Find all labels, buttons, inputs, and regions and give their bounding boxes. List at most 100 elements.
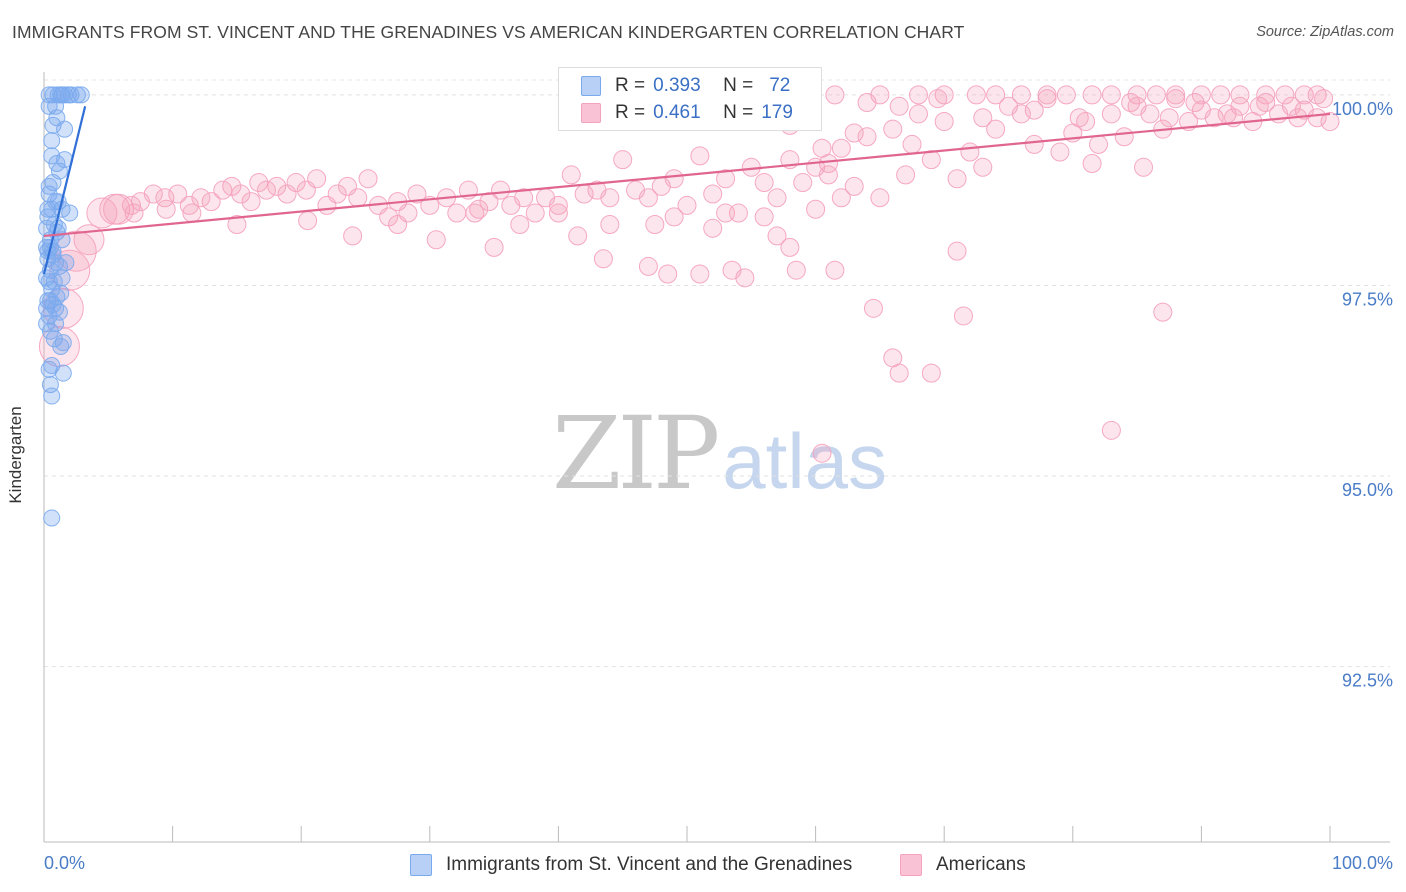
americans-point [469, 199, 489, 219]
americans-point [690, 264, 710, 284]
americans-point [793, 173, 813, 193]
americans-point [947, 169, 967, 189]
chart-title: IMMIGRANTS FROM ST. VINCENT AND THE GREN… [12, 22, 965, 42]
americans-point [231, 184, 251, 204]
americans-point [600, 214, 620, 234]
americans-point [327, 184, 347, 204]
americans-point [908, 85, 928, 105]
americans-point [525, 203, 545, 223]
legend-swatch-pink [581, 103, 601, 123]
americans-point [1230, 85, 1250, 105]
americans-point [1320, 112, 1340, 132]
americans-point [182, 203, 202, 223]
americans-point [426, 230, 446, 250]
americans-point [514, 188, 534, 208]
legend-r-value: 0.393 [653, 75, 701, 96]
americans-point [227, 214, 247, 234]
series-legend: Immigrants from St. Vincent and the Gren… [0, 851, 1406, 879]
americans-point [658, 264, 678, 284]
y-tick-label: 92.5% [1342, 671, 1393, 691]
americans-point [1314, 89, 1334, 109]
immigrants-point [48, 109, 66, 127]
americans-point [420, 195, 440, 215]
americans-point [1069, 108, 1089, 128]
americans-point [812, 443, 832, 463]
immigrants-point [45, 330, 63, 348]
americans-point [973, 108, 993, 128]
americans-point [806, 199, 826, 219]
americans-point [716, 169, 736, 189]
americans-point [1275, 85, 1295, 105]
americans-point [1140, 104, 1160, 124]
americans-point [754, 173, 774, 193]
americans-point [703, 218, 723, 238]
americans-point [179, 195, 199, 215]
legend-swatch-pink [900, 854, 922, 876]
immigrants-point [38, 299, 56, 317]
immigrants-point [56, 86, 74, 104]
americans-point [491, 180, 511, 200]
americans-point [1050, 142, 1070, 162]
americans-point [548, 203, 568, 223]
immigrants-point [40, 273, 58, 291]
americans-point [896, 165, 916, 185]
americans-point [600, 188, 620, 208]
americans-point [986, 85, 1006, 105]
y-tick-label: 97.5% [1342, 289, 1393, 309]
americans-point [1249, 96, 1269, 116]
immigrants-point [43, 387, 61, 405]
americans-point [267, 176, 287, 196]
immigrants-trend-line [42, 106, 87, 275]
americans-point [889, 96, 909, 116]
americans-point [510, 214, 530, 234]
americans-point [716, 203, 736, 223]
watermark: ZIPatlas [552, 395, 887, 512]
americans-point [156, 199, 176, 219]
americans-point [249, 173, 269, 193]
americans-point [1134, 157, 1154, 177]
immigrants-point [72, 86, 90, 104]
americans-point [953, 306, 973, 326]
americans-point [201, 192, 221, 212]
americans-point [298, 211, 318, 231]
americans-point [343, 226, 363, 246]
legend-n-value: 72 [769, 75, 791, 96]
americans-point [1024, 134, 1044, 154]
americans-point [947, 241, 967, 261]
americans-point [1114, 127, 1134, 147]
americans-point [889, 363, 909, 383]
americans-point [548, 195, 568, 215]
y-tick-label: 95.0% [1342, 480, 1393, 500]
legend-n-value: 179 [761, 102, 793, 123]
americans-point [844, 176, 864, 196]
americans-point [1127, 85, 1147, 105]
source-credit: Source: ZipAtlas.com [1256, 24, 1394, 40]
americans-point [831, 188, 851, 208]
americans-point [1159, 108, 1179, 128]
immigrants-point [41, 322, 59, 340]
americans-point [286, 173, 306, 193]
americans-point [934, 112, 954, 132]
series-legend-americans: Americans [900, 851, 1026, 879]
americans-point [1204, 108, 1224, 128]
legend-swatch-blue [410, 854, 432, 876]
americans-point [677, 195, 697, 215]
americans-point [645, 214, 665, 234]
americans-point [388, 214, 408, 234]
americans-point [921, 363, 941, 383]
americans-point [870, 188, 890, 208]
americans-point [1153, 302, 1173, 322]
americans-point [358, 169, 378, 189]
americans-point [1056, 85, 1076, 105]
americans-point [966, 85, 986, 105]
americans-point [1281, 96, 1301, 116]
americans-point [908, 104, 928, 124]
immigrants-point [52, 284, 70, 302]
watermark-atlas: atlas [722, 417, 888, 505]
americans-point [1166, 85, 1186, 105]
americans-trend-line [43, 112, 1331, 238]
legend-r-value: 0.461 [653, 102, 701, 123]
americans-point [754, 207, 774, 227]
americans-point [465, 203, 485, 223]
americans-point [818, 165, 838, 185]
